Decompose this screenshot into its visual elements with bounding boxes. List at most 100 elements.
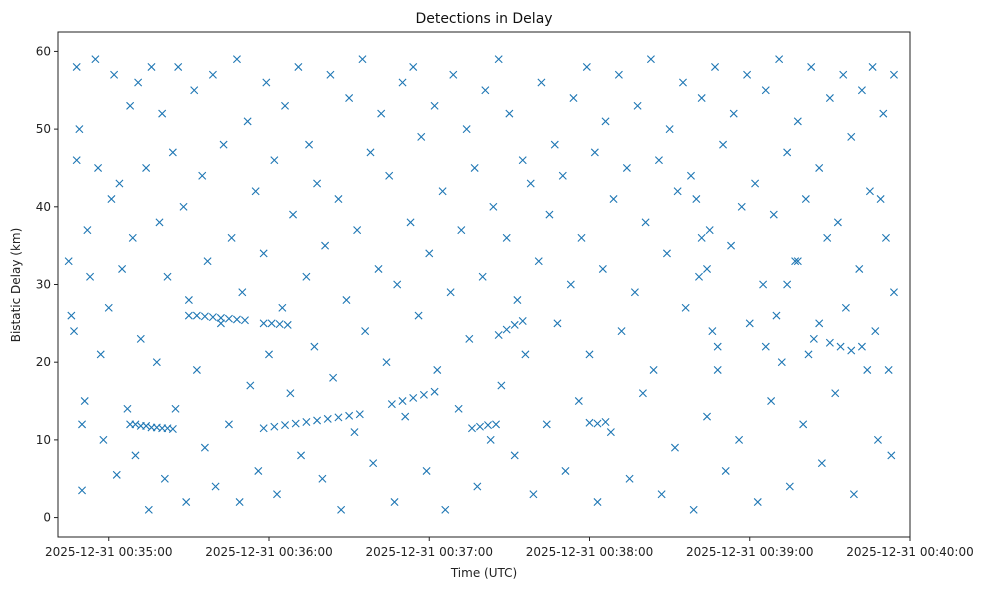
data-point [163,272,172,281]
data-point [855,264,864,273]
y-axis-label: Bistatic Delay (km) [9,228,23,343]
data-point [801,195,810,204]
data-point [745,319,754,328]
data-point [179,202,188,211]
data-point [78,420,87,429]
data-point [126,101,135,110]
data-point [168,425,177,433]
data-point [831,389,840,398]
data-point [697,94,706,103]
data-point [142,421,151,430]
data-point [486,435,495,444]
data-point [847,346,856,355]
data-point [478,272,487,281]
data-point [409,62,418,71]
data-point [262,78,271,87]
data-point [374,264,383,273]
data-point [868,62,877,71]
data-point [646,55,655,64]
data-point [224,420,233,429]
data-point [270,422,279,431]
data-point [259,424,268,433]
data-point [481,86,490,95]
data-point [281,421,290,430]
data-point [224,314,233,323]
data-markers [64,55,898,514]
data-point [302,418,311,427]
data-point [585,418,594,427]
y-tick-label: 10 [36,433,51,447]
data-point [171,404,180,413]
data-point [593,419,602,428]
data-point [470,163,479,172]
data-point [465,334,474,343]
data-point [518,317,527,326]
data-point [609,195,618,204]
data-point [144,505,153,514]
data-point [321,241,330,250]
data-point [879,109,888,118]
data-point [697,233,706,242]
data-point [203,257,212,266]
data-point [492,420,501,429]
data-point [72,156,81,165]
data-point [815,163,824,172]
data-point [473,482,482,491]
data-point [494,55,503,64]
y-tick-label: 40 [36,200,51,214]
data-point [574,397,583,406]
data-point [558,171,567,180]
data-point [569,94,578,103]
data-point [160,474,169,483]
data-point [735,435,744,444]
data-point [825,338,834,347]
data-point [582,62,591,71]
data-point [278,303,287,312]
data-point [345,94,354,103]
data-point [692,195,701,204]
data-point [184,296,193,305]
data-point [841,303,850,312]
data-point [155,218,164,227]
data-point [208,313,217,322]
data-point [246,381,255,390]
data-point [398,78,407,87]
data-point [104,303,113,312]
data-point [259,249,268,258]
data-point [190,86,199,95]
data-point [727,241,736,250]
data-point [334,413,343,422]
data-point [219,140,228,149]
data-point [625,474,634,483]
data-point [457,226,466,235]
data-point [593,498,602,507]
data-point [438,187,447,196]
data-point [703,264,712,273]
data-point [75,125,84,134]
data-point [270,156,279,165]
data-point [641,218,650,227]
data-point [783,280,792,289]
data-point [777,358,786,367]
data-point [78,486,87,495]
data-point [414,311,423,320]
data-point [719,140,728,149]
data-point [240,316,249,325]
data-point [708,327,717,336]
data-point [184,311,193,320]
data-point [502,233,511,242]
data-point [585,350,594,359]
data-point [243,117,252,126]
data-point [238,288,247,297]
x-tick-label: 2025-12-31 00:38:00 [526,545,653,559]
data-point [561,466,570,475]
data-point [232,315,241,324]
data-point [96,350,105,359]
data-point [454,404,463,413]
data-point [809,334,818,343]
data-point [767,397,776,406]
data-point [817,459,826,468]
data-point [422,466,431,475]
data-point [142,163,151,172]
